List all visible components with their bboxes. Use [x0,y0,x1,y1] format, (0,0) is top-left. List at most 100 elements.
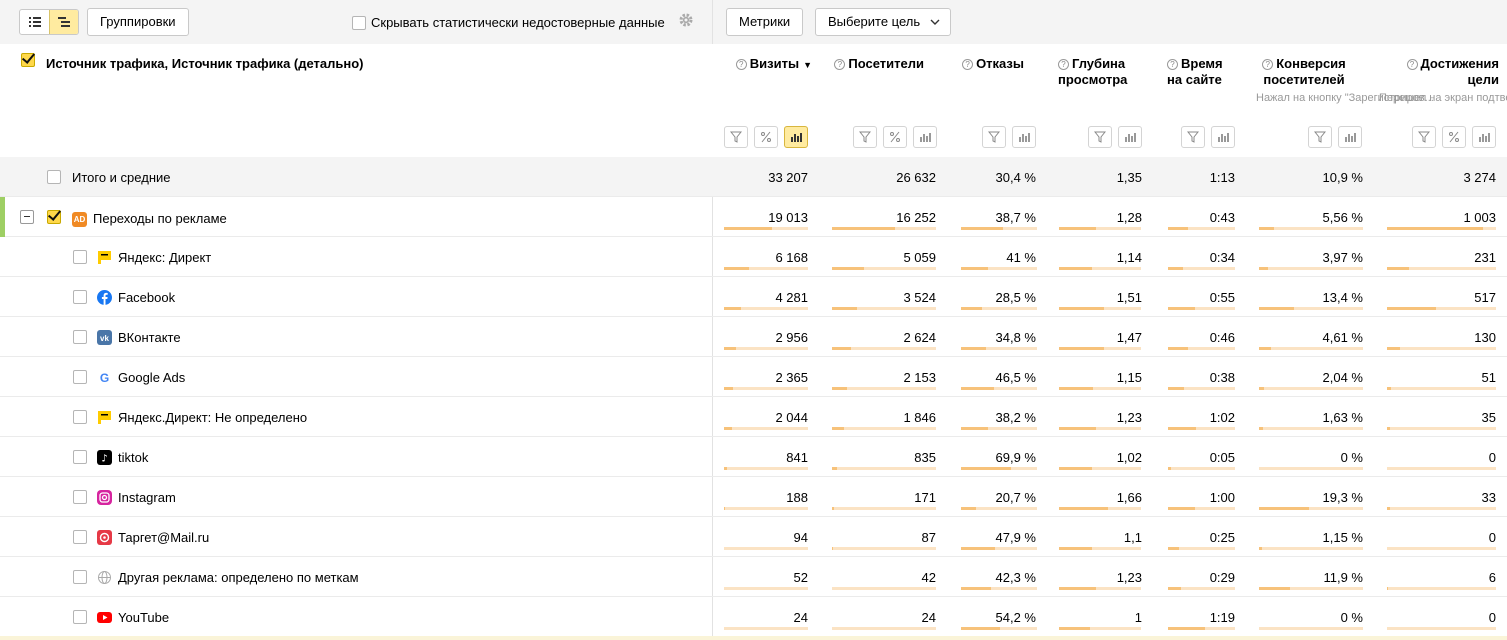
bar-fill [961,547,996,550]
percent-icon[interactable] [883,126,907,148]
filter-icon[interactable] [1181,126,1205,148]
help-icon[interactable]: ? [962,59,974,70]
row-checkbox[interactable] [73,330,87,344]
percent-icon[interactable] [1442,126,1466,148]
bar-bounces [961,587,1037,590]
hide-unreliable-label: Скрывать статистически недостоверные дан… [371,15,665,30]
bar-depth [1059,347,1141,350]
table-row[interactable]: Instagram 188 171 20,7 % 1,66 1:00 19,3 % 33 [0,477,1507,517]
row-checkbox[interactable] [73,290,87,304]
help-icon[interactable]: ? [834,59,846,70]
time-controls [1181,126,1235,148]
bar-goal-reaches [1387,387,1496,390]
cell-bounces: 54,2 % [995,610,1036,625]
tree-view-button[interactable] [49,10,78,34]
bar-fill [724,347,736,350]
table-row[interactable]: vk ВКонтакте 2 956 2 624 34,8 % 1,47 0:46 4,61 … [0,317,1507,357]
bar-fill [1059,507,1109,510]
metric-header-visitors[interactable]: ? Посетители [824,56,924,72]
bar-conversion [1259,387,1363,390]
table-row[interactable]: Яндекс.Директ: Не определено 2 044 1 846 38… [0,397,1507,437]
cell-visits: 52 [793,570,808,585]
cell-conversion: 1,63 % [1322,410,1363,425]
help-icon[interactable]: ? [735,59,747,70]
metric-header-depth[interactable]: ? Глубина просмотра [1058,56,1128,87]
row-checkbox[interactable] [73,250,87,264]
row-checkbox[interactable] [73,570,87,584]
instagram-icon [97,490,112,505]
bar-chart-icon[interactable] [1472,126,1496,148]
metric-header-visits[interactable]: ? Визиты ▼ [722,56,812,73]
help-icon[interactable]: ? [1058,59,1069,70]
table-row[interactable]: Яндекс: Директ 6 168 5 059 41 % 1,14 0:34 3,97… [0,237,1507,277]
dimension-checkbox[interactable] [21,53,35,67]
bar-chart-icon[interactable] [1118,126,1142,148]
bar-fill [1259,307,1295,310]
cell-time: 0:38 [1209,370,1235,385]
cell-conversion: 1,15 % [1322,530,1363,545]
help-icon[interactable]: ? [1406,59,1418,70]
bar-depth [1059,587,1141,590]
cell-visits: 2 044 [775,410,808,425]
row-checkbox[interactable] [73,490,87,504]
help-icon[interactable]: ? [1262,59,1274,70]
bar-fill [724,467,727,470]
list-view-button[interactable] [20,10,49,34]
total-bounces: 30,4 % [995,170,1036,185]
filter-icon[interactable] [1412,126,1436,148]
table-row[interactable]: Facebook 4 281 3 524 28,5 % 1,51 0:55 13,4 % 51… [0,277,1507,317]
cell-time: 0:55 [1209,290,1235,305]
bar-depth [1059,387,1141,390]
bar-depth [1059,467,1141,470]
groupings-button[interactable]: Группировки [87,8,189,36]
row-checkbox[interactable] [73,370,87,384]
table-row[interactable]: ♪ tiktok 841 835 69,9 % 1,02 0:05 0 % 0 [0,437,1507,477]
row-checkbox[interactable] [73,450,87,464]
row-checkbox[interactable] [47,210,61,224]
row-checkbox[interactable] [73,530,87,544]
row-checkbox[interactable] [73,610,87,624]
hide-unreliable-option[interactable]: Скрывать статистически недостоверные дан… [352,15,665,30]
filter-icon[interactable] [853,126,877,148]
tiktok-icon: ♪ [97,450,112,465]
row-checkbox[interactable] [73,410,87,424]
view-switcher [19,9,79,35]
table-header: Источник трафика, Источник трафика (дета… [0,44,1507,157]
collapse-button[interactable] [20,210,34,224]
filter-icon[interactable] [1088,126,1112,148]
bar-visitors [832,387,936,390]
bar-chart-icon[interactable] [913,126,937,148]
metrics-button[interactable]: Метрики [726,8,804,36]
help-icon[interactable]: ? [1167,59,1178,70]
bar-fill [961,587,992,590]
group-row[interactable]: AD Переходы по рекламе 19 013 16 252 38,7 % 1… [0,197,1507,237]
gear-icon[interactable] [678,12,694,31]
metric-header-goal-reaches[interactable]: ?Достижения цели Перешел на экран подтве… [1379,56,1507,104]
bar-chart-icon[interactable] [1012,126,1036,148]
metric-header-time[interactable]: ? Время на сайте [1167,56,1223,87]
goal-select[interactable]: Выберите цель [815,8,952,36]
filter-icon[interactable] [1308,126,1332,148]
bar-visitors [832,627,936,630]
filter-icon[interactable] [724,126,748,148]
metric-header-conversion[interactable]: ? Конверсия посетителей Нажал на кнопку "… [1256,56,1434,104]
bar-chart-icon[interactable] [784,126,808,148]
yandex-direct-icon [97,250,112,265]
table-row[interactable]: Другая реклама: определено по меткам 52 42… [0,557,1507,597]
filter-icon[interactable] [982,126,1006,148]
bar-chart-icon[interactable] [1211,126,1235,148]
cell-bounces: 41 % [1006,250,1036,265]
bar-fill [1168,587,1182,590]
percent-icon[interactable] [754,126,778,148]
table-row[interactable]: Таргет@Mail.ru 94 87 47,9 % 1,1 0:25 1,15 % 0 [0,517,1507,557]
hide-unreliable-checkbox[interactable] [352,15,366,30]
totals-checkbox[interactable] [47,170,61,184]
bar-chart-icon[interactable] [1338,126,1362,148]
bar-time [1168,227,1235,230]
bar-time [1168,467,1235,470]
table-row[interactable]: G Google Ads 2 365 2 153 46,5 % 1,15 0:38 2,04 … [0,357,1507,397]
metric-header-bounces[interactable]: ? Отказы [944,56,1024,72]
table-row[interactable]: YouTube 24 24 54,2 % 1 1:19 0 % 0 [0,597,1507,637]
cell-visits: 2 365 [775,370,808,385]
bar-fill [1059,627,1091,630]
